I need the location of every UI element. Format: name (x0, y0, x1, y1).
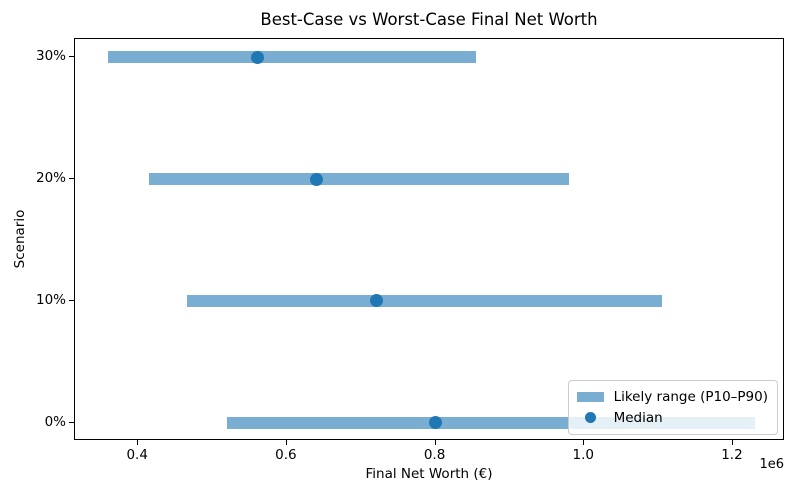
y-tick-mark (69, 299, 74, 301)
chart-title: Best-Case vs Worst-Case Final Net Worth (260, 10, 598, 29)
median-dot-icon (585, 412, 597, 423)
y-tick-label: 0% (44, 413, 66, 430)
y-tick-label: 20% (35, 170, 66, 187)
legend-entry-median: Median (576, 407, 768, 428)
x-tick-mark (434, 440, 436, 445)
legend-handle (576, 412, 606, 423)
y-tick-mark (69, 421, 74, 423)
range-bar (108, 51, 477, 64)
range-swatch-icon (577, 391, 605, 402)
legend-label-median: Median (613, 409, 663, 426)
x-tick-mark (583, 440, 585, 445)
x-tick-label: 1.0 (572, 447, 595, 463)
x-tick-label: 0.6 (275, 447, 297, 463)
median-dot (369, 294, 383, 308)
x-tick-label: 0.4 (126, 447, 148, 463)
x-tick-label: 0.8 (423, 447, 446, 463)
x-axis-label: Final Net Worth (€) (365, 466, 493, 482)
legend-entry-range: Likely range (P10–P90) (576, 386, 768, 407)
y-axis-label: Scenario (12, 209, 28, 269)
x-tick-mark (285, 440, 287, 445)
legend-handle (576, 391, 606, 402)
legend: Likely range (P10–P90) Median (567, 380, 778, 435)
x-tick-mark (731, 440, 733, 445)
median-dot (310, 172, 324, 186)
plot-area: Likely range (P10–P90) Median (74, 38, 784, 440)
range-bar (149, 173, 570, 186)
median-dot (429, 416, 443, 430)
y-tick-mark (69, 178, 74, 180)
x-tick-label: 1.2 (721, 447, 743, 463)
legend-label-range: Likely range (P10–P90) (613, 388, 768, 405)
x-tick-mark (137, 440, 139, 445)
y-tick-label: 30% (35, 48, 66, 65)
x-axis-offset-label: 1e6 (759, 457, 784, 472)
median-dot (250, 50, 264, 64)
y-tick-label: 10% (35, 291, 66, 308)
range-bar (187, 294, 663, 307)
y-tick-mark (69, 56, 74, 58)
